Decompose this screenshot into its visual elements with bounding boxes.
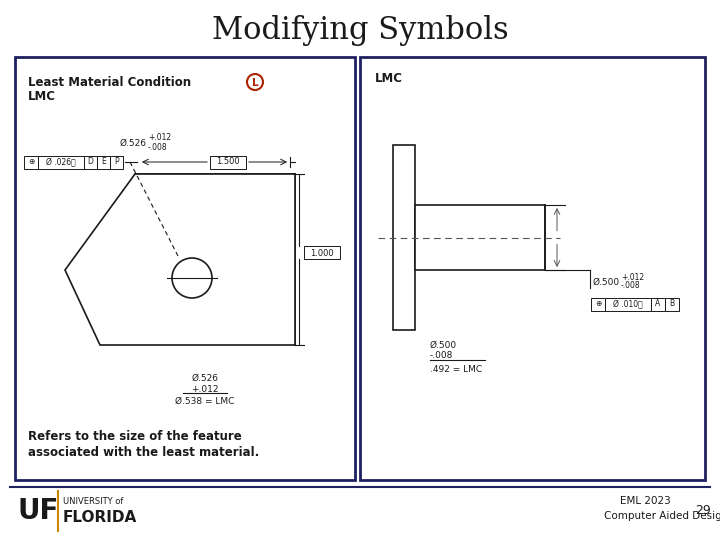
Text: E: E: [101, 158, 106, 166]
Text: 29: 29: [695, 503, 711, 516]
Text: Modifying Symbols: Modifying Symbols: [212, 15, 508, 45]
Text: Ø.500: Ø.500: [593, 278, 620, 287]
Text: Ø.500: Ø.500: [430, 341, 457, 349]
Text: Computer Aided Design: Computer Aided Design: [604, 511, 720, 521]
Circle shape: [172, 258, 212, 298]
Text: P: P: [114, 158, 119, 166]
Polygon shape: [65, 174, 295, 345]
Text: Ø.538 = LMC: Ø.538 = LMC: [175, 396, 235, 406]
Text: B: B: [670, 300, 675, 308]
Circle shape: [247, 74, 263, 90]
Bar: [38, 156, 84, 168]
Bar: [665, 298, 679, 310]
Text: 1.000: 1.000: [310, 248, 334, 258]
Bar: [15, 57, 355, 480]
Text: UF: UF: [18, 497, 59, 525]
Bar: [393, 145, 415, 330]
Bar: [97, 156, 110, 168]
Text: Least Material Condition: Least Material Condition: [28, 76, 191, 89]
Text: Ø.526: Ø.526: [192, 374, 218, 382]
Text: ⊕: ⊕: [28, 158, 34, 166]
Bar: [651, 298, 665, 310]
Text: associated with the least material.: associated with the least material.: [28, 446, 259, 458]
Bar: [415, 205, 545, 270]
Text: -.008: -.008: [148, 143, 168, 152]
Bar: [605, 298, 651, 310]
Text: -.008: -.008: [621, 281, 641, 291]
Text: 1.500: 1.500: [216, 158, 240, 166]
Text: D: D: [88, 158, 94, 166]
Text: -.008: -.008: [430, 352, 454, 361]
Text: Refers to the size of the feature: Refers to the size of the feature: [28, 430, 242, 443]
Bar: [360, 57, 705, 480]
Text: +.012: +.012: [148, 133, 171, 143]
Text: Ø.526: Ø.526: [120, 138, 147, 147]
Text: .492 = LMC: .492 = LMC: [430, 364, 482, 374]
Bar: [591, 298, 605, 310]
Text: ⊕: ⊕: [595, 300, 601, 308]
Text: LMC: LMC: [28, 91, 56, 104]
Text: +.012: +.012: [192, 384, 219, 394]
Text: LMC: LMC: [375, 71, 403, 84]
Bar: [304, 246, 340, 259]
Text: L: L: [252, 78, 258, 87]
Text: Ø .010Ⓛ: Ø .010Ⓛ: [613, 300, 643, 308]
Bar: [84, 156, 97, 168]
Text: FLORIDA: FLORIDA: [63, 510, 138, 525]
Bar: [24, 156, 38, 168]
Text: A: A: [655, 300, 661, 308]
Text: +.012: +.012: [621, 273, 644, 281]
Text: UNIVERSITY of: UNIVERSITY of: [63, 496, 123, 505]
Bar: [210, 156, 246, 168]
Text: EML 2023: EML 2023: [620, 496, 671, 506]
Text: Ø .026Ⓛ: Ø .026Ⓛ: [46, 158, 76, 166]
Bar: [110, 156, 123, 168]
